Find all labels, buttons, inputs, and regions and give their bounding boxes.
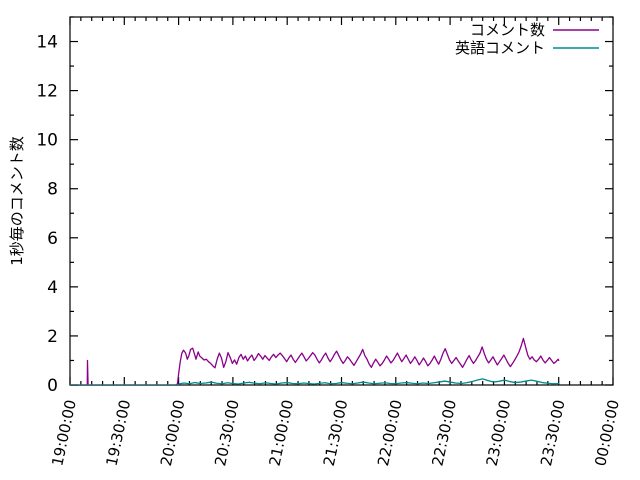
x-axis-tick-label: 22:00:00 [374,398,406,468]
x-axis-tick-label: 20:00:00 [157,398,189,468]
y-axis-tick-label: 4 [47,278,58,298]
legend-label-1: コメント数 [470,21,545,39]
x-axis-tick-label: 21:00:00 [265,398,297,468]
x-axis-tick-label: 22:30:00 [428,398,460,468]
x-axis-tick-label: 21:30:00 [320,398,352,468]
y-axis-tick-label: 12 [36,82,58,102]
x-axis-tick-label: 20:30:00 [211,398,243,468]
y-axis-tick-label: 2 [47,327,58,347]
series-line-1 [70,337,560,385]
plot-frame [69,16,614,386]
y-axis-title: 1秒毎のコメント数 [8,136,26,266]
x-axis-tick-label: 19:00:00 [48,398,80,468]
y-axis-tick-label: 8 [47,180,58,200]
y-axis-tick-label: 14 [36,33,58,53]
y-axis-tick-label: 6 [47,229,58,249]
y-axis-tick-label: 10 [36,131,58,151]
y-axis-tick-label: 0 [47,376,58,396]
x-axis-tick-label: 19:30:00 [103,398,135,468]
x-axis-tick-label: 23:30:00 [537,398,569,468]
x-axis-tick-label: 23:00:00 [483,398,515,468]
x-axis-tick-label: 00:00:00 [591,398,623,468]
series-line-2 [70,378,560,385]
legend-label-2: 英語コメント [455,39,545,57]
